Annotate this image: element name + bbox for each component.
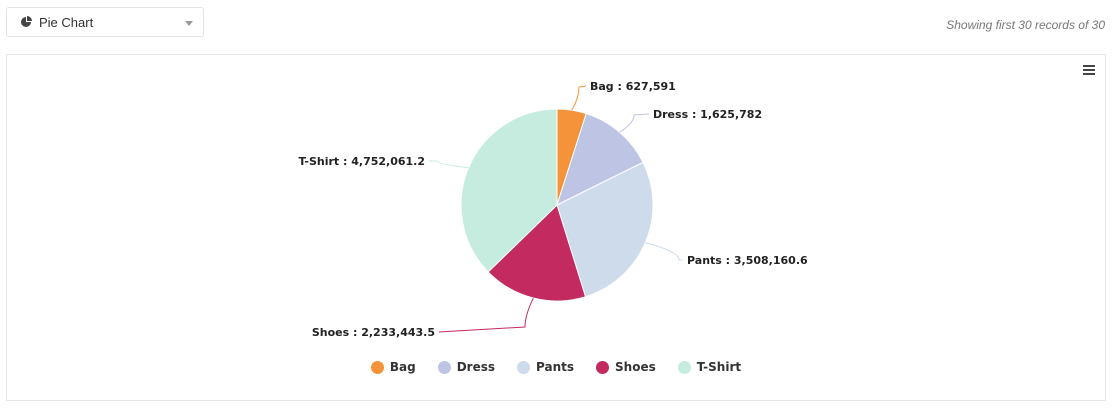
chart-legend: Bag Dress Pants Shoes T-Shirt bbox=[7, 360, 1105, 374]
chart-container: Bag : 627,591 Dress : 1,625,782 Pants : 3,… bbox=[6, 54, 1106, 401]
slice-label-bag: Bag : 627,591 bbox=[590, 80, 676, 93]
chart-menu-icon[interactable] bbox=[1083, 65, 1095, 76]
legend-label: Shoes bbox=[615, 360, 656, 374]
legend-item-dress[interactable]: Dress bbox=[437, 360, 496, 374]
pie-slice-t-shirt[interactable] bbox=[460, 108, 558, 273]
chevron-down-icon bbox=[185, 21, 193, 26]
slice-label-t-shirt: T-Shirt : 4,752,061.2 bbox=[299, 155, 425, 168]
legend-marker bbox=[596, 360, 610, 374]
slice-label-shoes: Shoes : 2,233,443.5 bbox=[312, 326, 435, 339]
pie-chart-icon bbox=[21, 16, 32, 27]
slice-label-dress: Dress : 1,625,782 bbox=[653, 108, 762, 121]
legend-item-pants[interactable]: Pants bbox=[517, 360, 574, 374]
legend-marker bbox=[437, 360, 451, 374]
legend-marker bbox=[517, 360, 531, 374]
legend-label: Bag bbox=[389, 360, 416, 374]
pie-chart: Bag : 627,591 Dress : 1,625,782 Pants : 3,… bbox=[299, 80, 808, 339]
pie-slice-pants[interactable] bbox=[556, 161, 654, 298]
legend-item-bag[interactable]: Bag bbox=[370, 360, 416, 374]
connector-bag bbox=[571, 85, 587, 111]
legend-label: Pants bbox=[536, 360, 575, 374]
legend-label: T-Shirt bbox=[696, 360, 742, 374]
records-status: Showing first 30 records of 30 bbox=[946, 18, 1105, 32]
legend-item-t-shirt[interactable]: T-Shirt bbox=[677, 360, 742, 374]
legend-marker bbox=[370, 360, 384, 374]
legend-marker bbox=[677, 360, 691, 374]
pie-slice-shoes[interactable] bbox=[487, 204, 587, 302]
connector-dress bbox=[619, 113, 650, 133]
legend-label: Dress bbox=[456, 360, 496, 374]
chart-type-label: Pie Chart bbox=[39, 15, 94, 30]
legend-item-shoes[interactable]: Shoes bbox=[596, 360, 656, 374]
slice-label-pants: Pants : 3,508,160.6 bbox=[687, 254, 808, 267]
connector-shoes bbox=[438, 297, 534, 333]
chart-type-select[interactable]: Pie Chart bbox=[6, 7, 204, 37]
connector-t-shirt bbox=[429, 160, 469, 169]
connector-pants bbox=[645, 242, 683, 261]
